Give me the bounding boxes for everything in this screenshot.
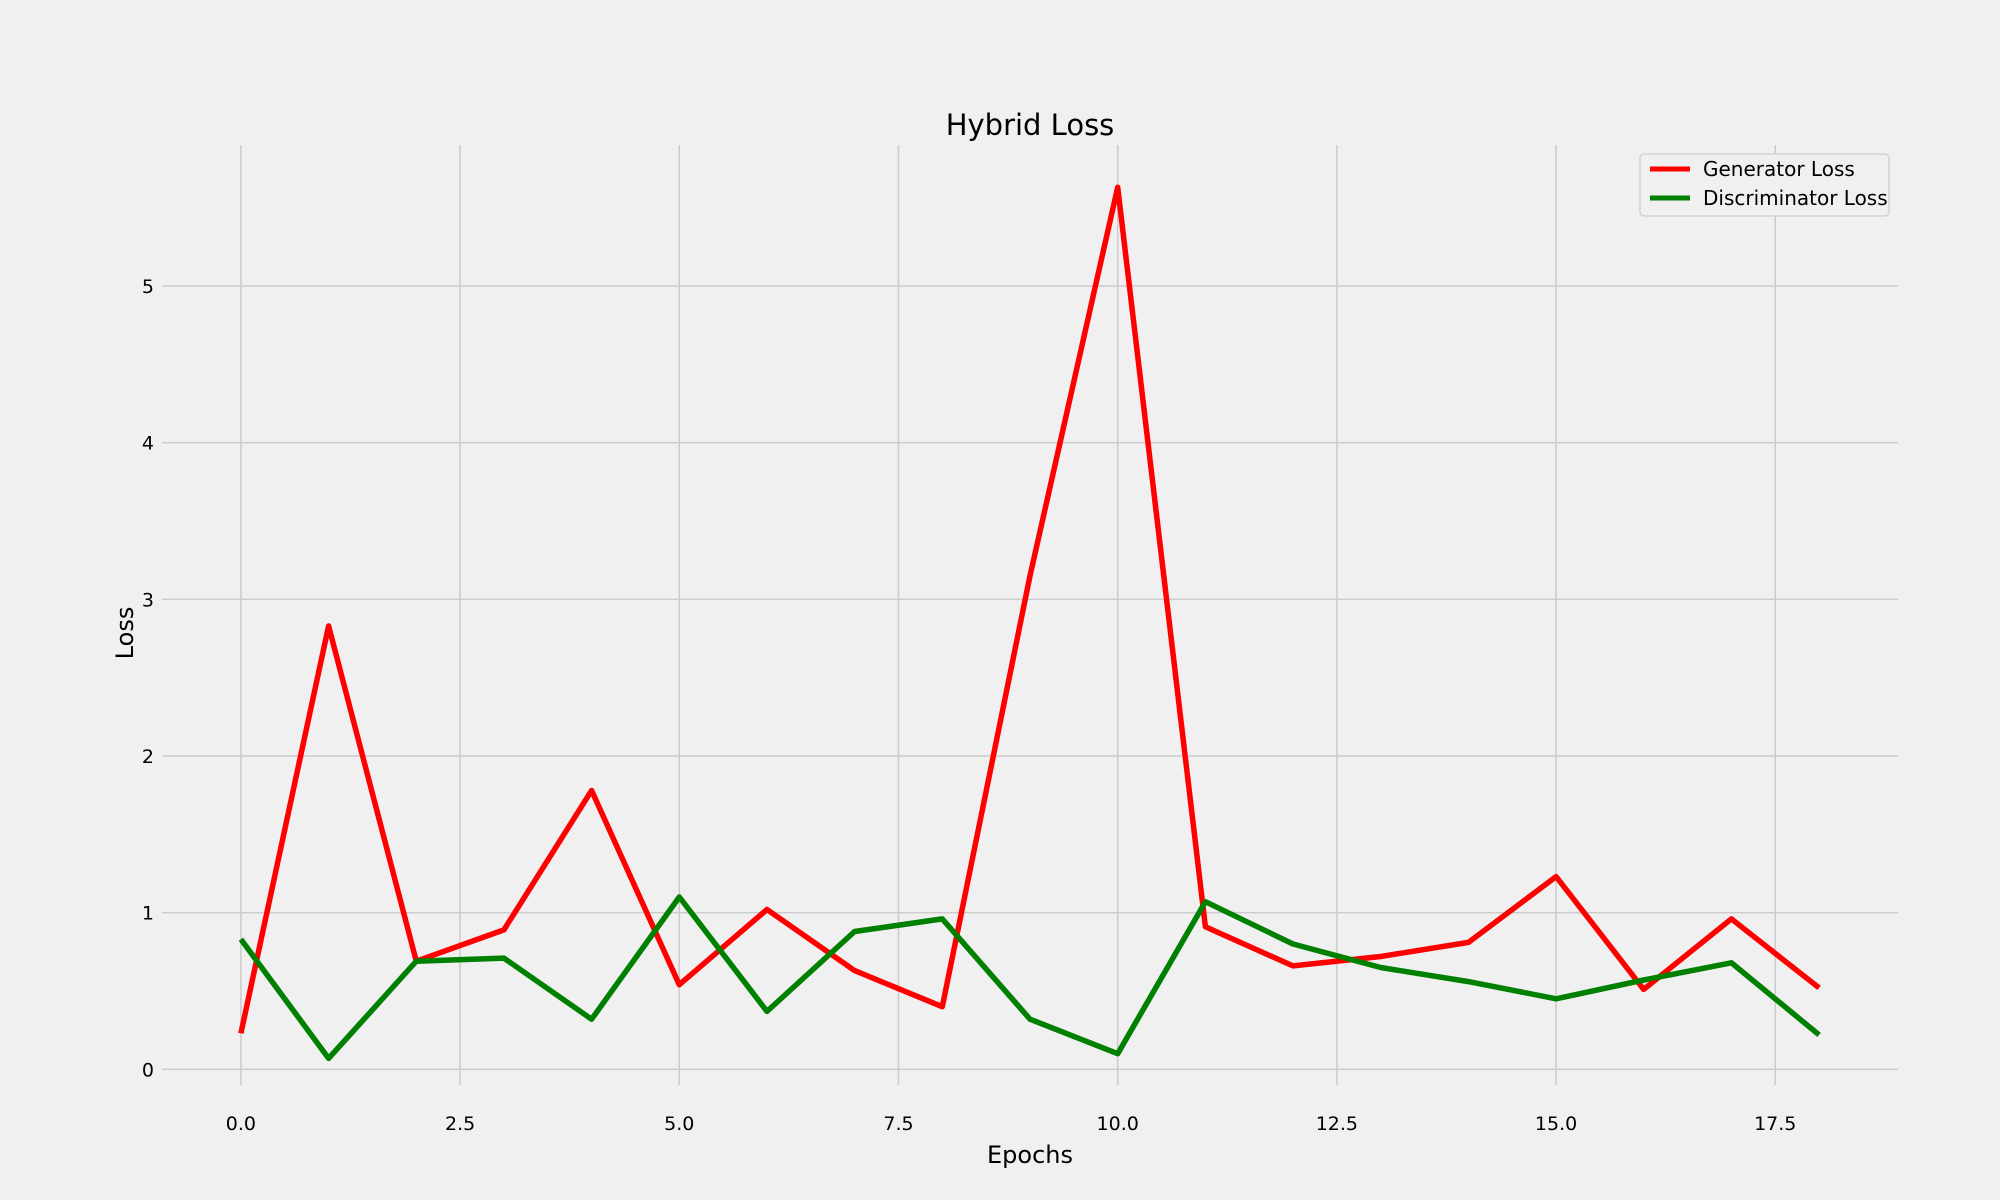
y-tick-label: 5 [142,276,154,298]
y-tick-label: 1 [142,903,154,925]
x-tick-label: 17.5 [1754,1113,1796,1135]
x-tick-label: 7.5 [883,1113,913,1135]
y-tick-label: 4 [142,433,154,455]
x-tick-label: 2.5 [445,1113,475,1135]
legend: Generator Loss Discriminator Loss [1639,153,1890,217]
y-axis-title: Loss [111,607,139,660]
y-tick-label: 3 [142,589,154,611]
x-tick-labels: 0.0 2.5 5.0 7.5 10.0 12.5 15.0 17.5 [226,1113,1797,1135]
legend-label-discriminator-loss: Discriminator Loss [1703,186,1888,210]
x-tick-label: 10.0 [1097,1113,1139,1135]
grid [162,145,1898,1085]
y-tick-label: 0 [142,1059,154,1081]
series-lines [238,184,1821,1062]
legend-box [1639,153,1890,217]
y-tick-label: 2 [142,746,154,768]
x-tick-label: 0.0 [226,1113,256,1135]
x-tick-label: 15.0 [1535,1113,1577,1135]
x-axis-title: Epochs [987,1141,1073,1169]
chart-title: Hybrid Loss [946,108,1115,142]
series-line-generator-loss [238,184,1821,1034]
legend-label-generator-loss: Generator Loss [1703,157,1855,181]
y-tick-labels: 0 1 2 3 4 5 [142,276,154,1081]
x-tick-label: 12.5 [1316,1113,1358,1135]
series-line-discriminator-loss [238,894,1821,1062]
x-tick-label: 5.0 [664,1113,694,1135]
